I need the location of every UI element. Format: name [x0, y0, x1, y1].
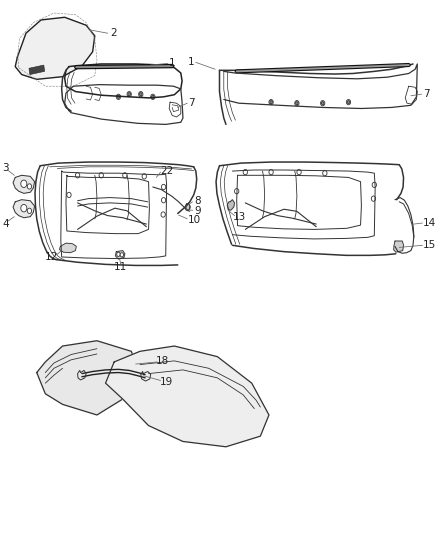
- Circle shape: [21, 180, 27, 188]
- Circle shape: [269, 169, 273, 175]
- Text: 2: 2: [110, 28, 117, 38]
- Bar: [29, 65, 45, 75]
- Circle shape: [27, 184, 32, 189]
- Text: 4: 4: [2, 219, 9, 229]
- Circle shape: [99, 173, 103, 178]
- Circle shape: [372, 182, 376, 188]
- Circle shape: [128, 93, 131, 96]
- Polygon shape: [227, 200, 234, 211]
- Text: 14: 14: [423, 218, 436, 228]
- Circle shape: [123, 173, 127, 178]
- Circle shape: [162, 184, 166, 190]
- Text: 1: 1: [188, 58, 195, 67]
- Circle shape: [162, 198, 166, 203]
- Polygon shape: [394, 241, 403, 252]
- Circle shape: [27, 208, 32, 214]
- Text: 13: 13: [233, 212, 246, 222]
- Polygon shape: [15, 17, 95, 79]
- Circle shape: [21, 205, 27, 212]
- Text: 15: 15: [423, 240, 436, 251]
- Circle shape: [75, 173, 80, 178]
- Circle shape: [140, 93, 142, 96]
- Text: 10: 10: [188, 215, 201, 225]
- Polygon shape: [37, 341, 140, 415]
- Text: 7: 7: [424, 89, 430, 99]
- Text: 8: 8: [194, 196, 201, 206]
- Circle shape: [347, 101, 350, 104]
- Circle shape: [117, 95, 120, 99]
- Text: 3: 3: [2, 164, 9, 173]
- Circle shape: [297, 169, 301, 175]
- Circle shape: [142, 174, 146, 179]
- Circle shape: [321, 102, 324, 105]
- Circle shape: [67, 192, 71, 198]
- Text: 19: 19: [160, 377, 173, 387]
- Polygon shape: [13, 175, 35, 193]
- Polygon shape: [60, 243, 76, 253]
- Circle shape: [371, 196, 376, 201]
- Circle shape: [296, 102, 298, 105]
- Circle shape: [161, 212, 165, 217]
- Polygon shape: [116, 251, 125, 259]
- Circle shape: [185, 204, 190, 211]
- Text: 22: 22: [160, 166, 173, 175]
- Circle shape: [152, 95, 154, 99]
- Circle shape: [120, 253, 124, 257]
- Circle shape: [243, 169, 247, 175]
- Circle shape: [234, 189, 239, 194]
- Text: 1: 1: [169, 59, 176, 68]
- Text: 18: 18: [156, 357, 170, 366]
- Polygon shape: [106, 346, 269, 447]
- Text: 9: 9: [194, 206, 201, 216]
- Text: 7: 7: [188, 98, 195, 108]
- Text: 12: 12: [45, 252, 58, 262]
- Circle shape: [323, 171, 327, 176]
- Circle shape: [117, 252, 120, 256]
- Polygon shape: [13, 200, 35, 217]
- Circle shape: [270, 101, 272, 104]
- Text: 11: 11: [114, 262, 127, 272]
